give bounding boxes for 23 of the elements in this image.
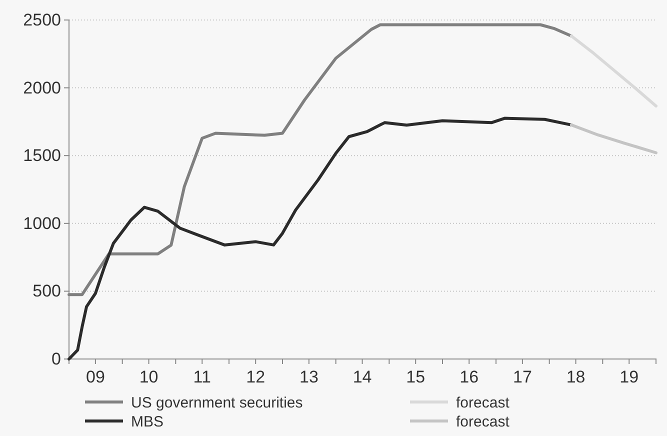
x-tick-label: 15 xyxy=(406,367,426,386)
y-tick-label: 1000 xyxy=(23,214,61,233)
x-tick-label: 09 xyxy=(86,367,105,386)
x-tick-label: 11 xyxy=(193,367,211,386)
legend-label: forecast xyxy=(456,413,510,430)
legend-label: US government securities xyxy=(131,394,303,412)
x-tick-label: 16 xyxy=(460,367,479,386)
legend-label: MBS xyxy=(131,413,164,430)
line-series xyxy=(570,34,658,108)
y-tick-label: 1500 xyxy=(23,146,61,166)
x-tick-label: 12 xyxy=(246,367,266,386)
x-tick-label: 18 xyxy=(566,367,586,386)
x-tick-label: 17 xyxy=(512,367,532,386)
x-tick-label: 19 xyxy=(620,367,639,386)
line-series xyxy=(68,116,573,360)
legend-label: forecast xyxy=(456,394,510,412)
x-tick-label: 14 xyxy=(352,367,372,386)
x-tick-label: 13 xyxy=(299,367,318,386)
y-tick-label: 2000 xyxy=(23,78,61,98)
y-tick-label: 500 xyxy=(32,282,61,301)
y-tick-label: 0 xyxy=(52,349,61,368)
x-tick-label: 10 xyxy=(139,367,158,386)
y-tick-label: 2500 xyxy=(23,10,61,30)
